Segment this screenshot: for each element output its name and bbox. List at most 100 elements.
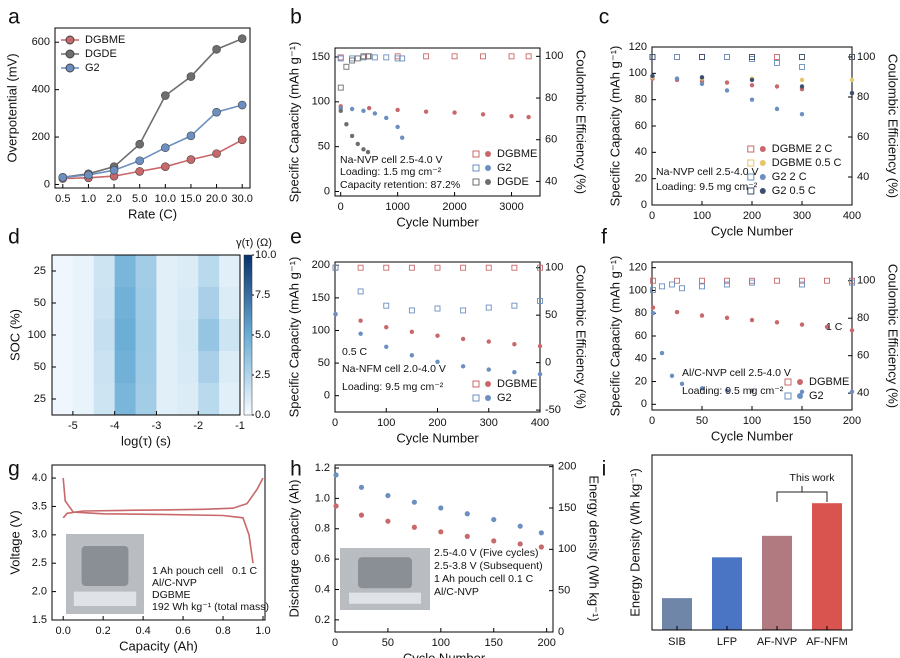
data-point <box>699 386 705 391</box>
y2-tick-label: 60 <box>545 134 557 146</box>
data-point <box>409 329 415 334</box>
y2-tick-label: 60 <box>857 131 869 143</box>
heat-cell <box>198 319 220 352</box>
legend-label: G2 <box>809 390 824 402</box>
ce-point <box>749 56 755 62</box>
inset-photo-detail <box>349 592 421 604</box>
heat-cell <box>72 383 95 416</box>
inset-photo-detail <box>73 591 137 606</box>
panel-letter: e <box>290 226 302 249</box>
annotation: Loading: 9.5 mg cm⁻² <box>656 181 758 193</box>
heat-cell <box>156 319 178 352</box>
x-tick-label: 200 <box>743 210 761 222</box>
y2-tick-label: 200 <box>558 461 576 473</box>
legend-marker <box>759 160 766 166</box>
colorbar-tick-label: 7.5 <box>255 289 270 301</box>
legend-marker <box>485 165 491 171</box>
heat-cell <box>72 351 95 384</box>
legend-marker <box>797 379 803 385</box>
data-point <box>699 75 705 80</box>
data-point <box>161 91 170 100</box>
ce-point <box>485 264 492 271</box>
ce-point <box>699 283 705 290</box>
data-point <box>237 34 247 43</box>
data-point <box>385 518 391 524</box>
data-point <box>849 328 855 333</box>
data-point <box>799 111 805 117</box>
legend-marker <box>485 395 491 401</box>
ce-point <box>799 54 805 60</box>
x-tick-label: 0 <box>332 637 338 649</box>
ce-point <box>434 305 441 312</box>
y-tick-label: 0.8 <box>315 523 330 535</box>
data-point <box>161 162 170 171</box>
inset-photo-detail <box>81 546 129 586</box>
ce-point <box>511 302 518 309</box>
series-line <box>62 477 264 519</box>
heat-cell <box>177 287 199 320</box>
data-point <box>212 149 221 158</box>
legend-marker <box>472 380 480 388</box>
data-point <box>358 512 365 518</box>
heat-cell <box>156 383 178 416</box>
y2-tick-label: 100 <box>857 275 875 287</box>
y-axis-label: Overpotential (mV) <box>4 53 19 162</box>
plot-frame <box>51 254 241 416</box>
ce-point <box>525 53 532 60</box>
legend-marker <box>65 49 75 59</box>
ce-point <box>460 307 467 314</box>
x-tick-label: 1000 <box>385 201 409 213</box>
y-tick-label: 100 <box>28 329 46 341</box>
y2-tick-label: 0 <box>558 626 564 638</box>
x-tick-label: -2 <box>193 420 203 432</box>
ce-point <box>332 264 339 271</box>
y-tick-label: 2.0 <box>32 586 47 598</box>
y2-tick-label: -50 <box>545 404 561 416</box>
data-point <box>411 524 417 530</box>
heat-cell <box>156 255 178 288</box>
y2-axis-label: Coulombic Efficiency (%) <box>886 54 900 198</box>
data-point <box>517 523 523 529</box>
legend-marker <box>759 146 766 152</box>
data-point <box>799 322 805 327</box>
heat-cell <box>72 255 95 288</box>
ce-point <box>408 307 415 314</box>
ce-point <box>699 54 705 60</box>
heat-cell <box>219 255 241 288</box>
x-axis-label: log(τ) (s) <box>121 433 171 448</box>
ce-point <box>337 84 344 91</box>
ce-point <box>650 277 656 284</box>
bar <box>662 598 692 630</box>
legend-marker <box>797 393 803 399</box>
data-point <box>749 77 755 83</box>
y-tick-label: 80 <box>635 307 647 319</box>
y-tick-label: 100 <box>312 96 330 108</box>
y2-tick-label: 50 <box>558 585 570 597</box>
x-tick-label: 100 <box>432 637 450 649</box>
bar <box>762 535 792 630</box>
annotation: DGBME <box>152 589 191 601</box>
y-axis-label: Voltage (V) <box>7 510 22 574</box>
ce-point <box>408 264 415 271</box>
ce-point <box>699 54 705 60</box>
plot-frame <box>54 27 251 189</box>
y-axis-label: Specific Capacity (mAh g⁻¹) <box>286 257 301 418</box>
data-point <box>724 388 730 393</box>
x-tick-label: 3000 <box>499 201 523 213</box>
ce-point <box>774 54 780 60</box>
data-point <box>161 143 170 153</box>
heat-cell <box>177 351 199 384</box>
legend-marker <box>485 381 491 387</box>
heat-cell <box>219 351 241 384</box>
y-tick-label: 200 <box>32 131 50 143</box>
legend-marker <box>472 150 480 158</box>
ce-point <box>724 54 730 60</box>
x-tick-label: 15.0 <box>180 193 201 205</box>
x-tick-label: 20.0 <box>206 193 227 205</box>
x-tick-label: 5.0 <box>132 193 147 205</box>
y-tick-label: 4.0 <box>32 472 47 484</box>
y-tick-label: 100 <box>629 67 647 79</box>
y2-axis-label: Coulombic Efficiency (%) <box>886 264 900 408</box>
data-point <box>333 472 339 478</box>
